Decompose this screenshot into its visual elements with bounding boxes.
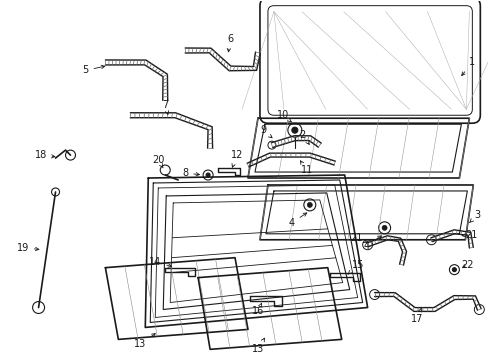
Text: 20: 20 (152, 155, 164, 168)
Text: 1: 1 (461, 58, 474, 76)
Text: 3: 3 (468, 210, 479, 223)
Text: 4: 4 (363, 236, 381, 251)
Text: 13: 13 (134, 334, 155, 349)
Text: 21: 21 (461, 230, 477, 240)
Text: 4: 4 (288, 213, 306, 228)
Text: 6: 6 (226, 33, 233, 52)
Text: 8: 8 (182, 168, 199, 178)
Text: 15: 15 (347, 260, 363, 274)
FancyBboxPatch shape (267, 6, 471, 115)
FancyBboxPatch shape (260, 0, 479, 123)
Text: 9: 9 (259, 125, 271, 138)
Circle shape (381, 225, 386, 230)
Text: 19: 19 (17, 243, 39, 253)
Text: 17: 17 (410, 309, 423, 324)
Text: 22: 22 (460, 260, 473, 270)
Text: 7: 7 (162, 100, 168, 114)
Text: 5: 5 (82, 65, 104, 76)
Text: 2: 2 (299, 130, 308, 144)
Text: 10: 10 (276, 110, 291, 122)
Text: 12: 12 (230, 150, 243, 167)
Text: 11: 11 (300, 161, 312, 175)
Circle shape (291, 127, 297, 133)
Circle shape (205, 173, 210, 177)
Text: 16: 16 (251, 303, 264, 316)
Text: 13: 13 (251, 338, 264, 354)
Text: 18: 18 (34, 150, 55, 160)
Text: 21: 21 (350, 233, 366, 243)
Text: 14: 14 (149, 257, 171, 267)
Circle shape (306, 202, 312, 207)
Circle shape (451, 268, 455, 272)
